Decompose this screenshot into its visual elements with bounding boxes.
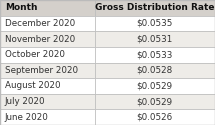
Bar: [95, 47, 215, 62]
Bar: [95, 78, 215, 94]
Bar: [95, 94, 215, 109]
Text: $0.0528: $0.0528: [137, 66, 173, 75]
Bar: [0, 78, 95, 94]
Bar: [0, 16, 95, 31]
Bar: [95, 62, 215, 78]
Bar: [0, 62, 95, 78]
Text: December 2020: December 2020: [5, 19, 75, 28]
Text: $0.0526: $0.0526: [137, 113, 173, 122]
Text: September 2020: September 2020: [5, 66, 78, 75]
Bar: [0, 94, 95, 109]
Text: $0.0535: $0.0535: [137, 19, 173, 28]
Text: Month: Month: [5, 3, 37, 12]
Text: November 2020: November 2020: [5, 34, 75, 44]
Bar: [95, 16, 215, 31]
Bar: [95, 31, 215, 47]
Text: June 2020: June 2020: [5, 113, 49, 122]
Bar: [0, 31, 95, 47]
Text: Gross Distribution Rate: Gross Distribution Rate: [95, 3, 215, 12]
Text: August 2020: August 2020: [5, 82, 60, 90]
Text: $0.0529: $0.0529: [137, 97, 173, 106]
Bar: [0, 47, 95, 62]
Bar: [0, 0, 95, 16]
Text: July 2020: July 2020: [5, 97, 45, 106]
Bar: [95, 109, 215, 125]
Text: $0.0531: $0.0531: [137, 34, 173, 44]
Text: $0.0533: $0.0533: [137, 50, 173, 59]
Bar: [95, 0, 215, 16]
Text: $0.0529: $0.0529: [137, 82, 173, 90]
Bar: [0, 109, 95, 125]
Text: October 2020: October 2020: [5, 50, 65, 59]
